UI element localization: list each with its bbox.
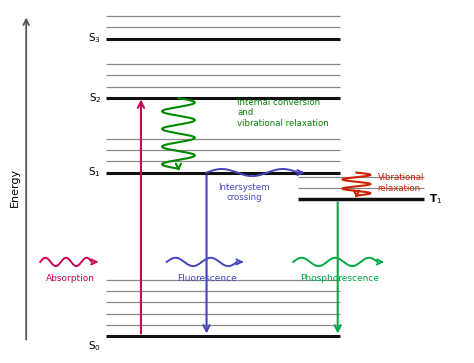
Text: Intersystem
crossing: Intersystem crossing <box>218 183 270 203</box>
Text: S$_2$: S$_2$ <box>89 91 101 105</box>
Text: Fluorescence: Fluorescence <box>177 274 237 283</box>
Text: T$_1$: T$_1$ <box>429 192 442 206</box>
Text: S$_0$: S$_0$ <box>88 339 101 352</box>
Text: S$_3$: S$_3$ <box>88 32 101 45</box>
Text: Phosphorescence: Phosphorescence <box>301 274 380 283</box>
Text: Absorption: Absorption <box>46 274 95 283</box>
Text: Vibrational
relaxation: Vibrational relaxation <box>377 173 424 193</box>
Text: Energy: Energy <box>9 168 19 207</box>
Text: S$_1$: S$_1$ <box>89 166 101 179</box>
Text: Internal conversion
and
vibrational relaxation: Internal conversion and vibrational rela… <box>237 98 329 128</box>
